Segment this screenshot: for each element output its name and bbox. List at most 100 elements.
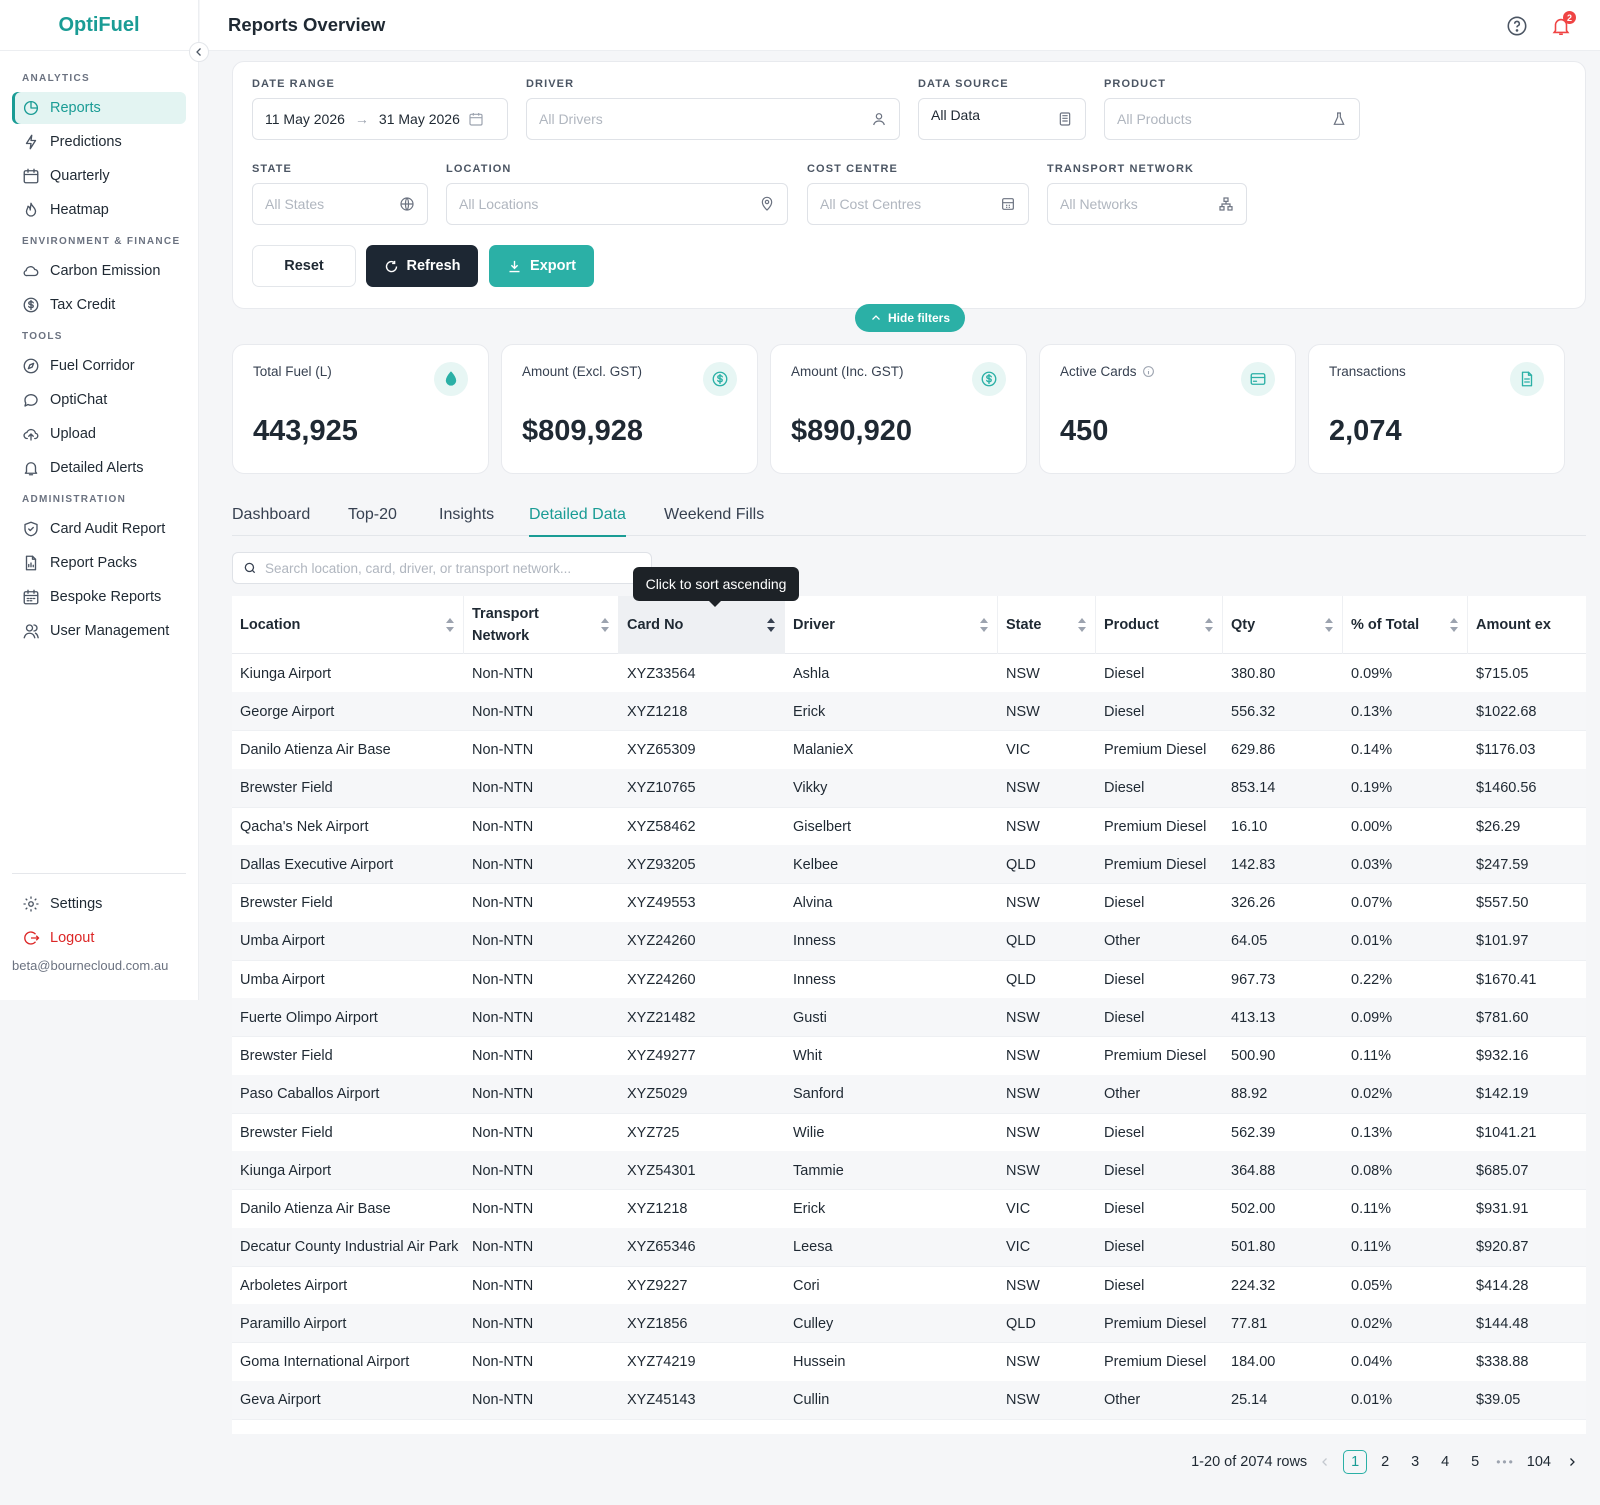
sidebar-item-settings[interactable]: Settings [12,888,186,920]
tab-top-20[interactable]: Top-20 [348,506,397,523]
sort-icon[interactable] [766,617,776,633]
table-cell: $932.16 [1476,1048,1529,1064]
sort-icon[interactable] [979,617,989,633]
table-cell: Paramillo Airport [240,1315,347,1332]
table-cell: Danilo Atienza Air Base [240,1201,391,1217]
sidebar-item-upload[interactable]: Upload [12,418,186,450]
table-cell: 0.13% [1351,1124,1393,1141]
brand-logo[interactable]: OptiFuel [0,0,198,51]
date-range-picker[interactable]: 11 May 2026 → 31 May 2026 [252,98,508,140]
table-row[interactable]: Decatur County Industrial Air Park Non-NT… [232,1227,1586,1267]
sidebar-item-bespoke-reports[interactable]: Bespoke Reports [12,581,186,613]
help-icon[interactable] [1506,15,1528,37]
dollar-icon [972,362,1006,396]
hide-filters-button[interactable]: Hide filters [855,304,965,332]
sidebar-item-optichat[interactable]: OptiChat [12,384,186,416]
previous-page-button[interactable] [1313,1450,1337,1474]
table-row[interactable]: Umba Airport Non-NTN XYZ24260 Inness QLD Othe… [232,921,1586,961]
driver-select[interactable]: All Drivers [526,98,900,140]
column-header-line: Network [472,628,530,644]
sort-icon[interactable] [1449,617,1459,633]
info-icon[interactable] [1142,365,1155,378]
next-page-button[interactable] [1560,1450,1584,1474]
table-cell: Wilie [793,1124,825,1141]
table-cell: XYZ1218 [627,703,688,720]
tab-insights[interactable]: Insights [439,506,495,523]
page-button-3[interactable]: 3 [1411,1454,1420,1470]
sidebar-collapse-button[interactable] [189,42,209,62]
table-row[interactable]: Brewster Field Non-NTN XYZ725 Wilie NSW Diese… [232,1113,1586,1152]
sidebar-item-tax-credit[interactable]: Tax Credit [12,289,186,321]
page-button-4[interactable]: 4 [1441,1454,1450,1470]
sidebar-item-heatmap[interactable]: Heatmap [12,194,186,226]
page-button-last[interactable]: 104 [1526,1454,1551,1470]
table-row[interactable]: Geva Airport Non-NTN XYZ45143 Cullin NSW Othe… [232,1380,1586,1420]
column-header--of-total[interactable]: % of Total [1343,596,1468,654]
table-row[interactable]: Brewster Field Non-NTN XYZ49553 Alvina NSW Di… [232,884,1586,923]
table-cell: $1670.41 [1476,971,1537,988]
table-cell: Brewster Field [240,895,333,911]
column-header-card-no[interactable]: Card No [619,596,785,654]
table-row[interactable]: Kiunga Airport Non-NTN XYZ54301 Tammie NSW Di… [232,1151,1586,1191]
sort-icon[interactable] [1077,617,1087,633]
sort-icon[interactable] [445,617,455,633]
column-header-state[interactable]: State [998,596,1096,654]
page-button-1[interactable]: 1 [1343,1450,1368,1474]
table-cell: XYZ54301 [627,1162,696,1179]
table-row[interactable]: Umba Airport Non-NTN XYZ24260 Inness QLD Dies… [232,960,1586,999]
sidebar-item-report-packs[interactable]: Report Packs [12,547,186,579]
bell-icon[interactable]: 2 [1550,11,1576,37]
table-row[interactable]: Goma International Airport Non-NTN XYZ7421… [232,1343,1586,1382]
reset-button[interactable]: Reset [252,245,356,287]
sidebar-item-carbon-emission[interactable]: Carbon Emission [12,255,186,287]
location-select[interactable]: All Locations [446,183,788,225]
tab-weekend-fills[interactable]: Weekend Fills [664,506,765,523]
sort-icon[interactable] [1324,617,1334,633]
sidebar-item-card-audit-report[interactable]: Card Audit Report [12,513,186,545]
column-header-location[interactable]: Location [232,596,464,654]
sidebar-item-user-management[interactable]: User Management [12,615,186,647]
column-header-driver[interactable]: Driver [785,596,998,654]
page-button-2[interactable]: 2 [1381,1454,1390,1470]
tab-dashboard[interactable]: Dashboard [232,506,311,523]
sidebar-item-logout[interactable]: Logout [12,922,186,954]
table-row[interactable]: Arboletes Airport Non-NTN XYZ9227 Cori NSW Di… [232,1266,1586,1305]
table-row[interactable]: Qacha's Nek Airport Non-NTN XYZ58462 Giselb… [232,807,1586,846]
table-row[interactable]: Brewster Field Non-NTN XYZ49277 Whit NSW Prem… [232,1037,1586,1076]
column-header-qty[interactable]: Qty [1223,596,1343,654]
product-select[interactable]: All Products [1104,98,1360,140]
state-select[interactable]: All States [252,183,428,225]
export-button[interactable]: Export [489,245,594,287]
table-cell: Tammie [793,1162,844,1179]
table-cell: Other [1104,1392,1141,1409]
data-source-select[interactable]: All Data [918,98,1086,140]
sidebar-item-quarterly[interactable]: Quarterly [12,160,186,192]
table-row[interactable]: Paramillo Airport Non-NTN XYZ1856 Culley QLD… [232,1304,1586,1344]
table-row[interactable]: Fuerte Olimpo Airport Non-NTN XYZ21482 Gust… [232,998,1586,1038]
sidebar-item-detailed-alerts[interactable]: Detailed Alerts [12,452,186,484]
table-row[interactable]: Kiunga Airport Non-NTN XYZ33564 Ashla NSW Die… [232,654,1586,693]
table-row[interactable]: Danilo Atienza Air Base Non-NTN XYZ65309 Ma… [232,731,1586,770]
sort-icon[interactable] [600,617,610,633]
table-row[interactable]: Danilo Atienza Air Base Non-NTN XYZ1218 Eri… [232,1190,1586,1229]
table-row[interactable]: George Airport Non-NTN XYZ1218 Erick NSW Dies… [232,692,1586,732]
sidebar-item-reports[interactable]: Reports [12,92,186,124]
table-cell: VIC [1006,742,1031,758]
cost-centre-select[interactable]: All Cost Centres [807,183,1029,225]
page-button-5[interactable]: 5 [1471,1454,1480,1470]
table-cell: Geva Airport [240,1392,321,1409]
refresh-button[interactable]: Refresh [366,245,478,287]
table-row[interactable]: Dallas Executive Airport Non-NTN XYZ93205 K… [232,845,1586,885]
page-ellipsis[interactable]: ••• [1496,1455,1515,1469]
sidebar-item-fuel-corridor[interactable]: Fuel Corridor [12,350,186,382]
sidebar-item-predictions[interactable]: Predictions [12,126,186,158]
table-row[interactable]: Paso Caballos Airport Non-NTN XYZ5029 Sanfo… [232,1074,1586,1114]
column-header-product[interactable]: Product [1096,596,1223,654]
sort-icon[interactable] [1204,617,1214,633]
table-search-input[interactable]: Search location, card, driver, or transp… [232,552,652,584]
transport-network-select[interactable]: All Networks [1047,183,1247,225]
table-row[interactable]: Brewster Field Non-NTN XYZ10765 Vikky NSW Die… [232,768,1586,808]
column-header-transport-network[interactable]: Transport Network [464,596,619,654]
tab-detailed-data[interactable]: Detailed Data [529,506,626,537]
column-header-amount-ex[interactable]: Amount ex [1468,596,1586,654]
